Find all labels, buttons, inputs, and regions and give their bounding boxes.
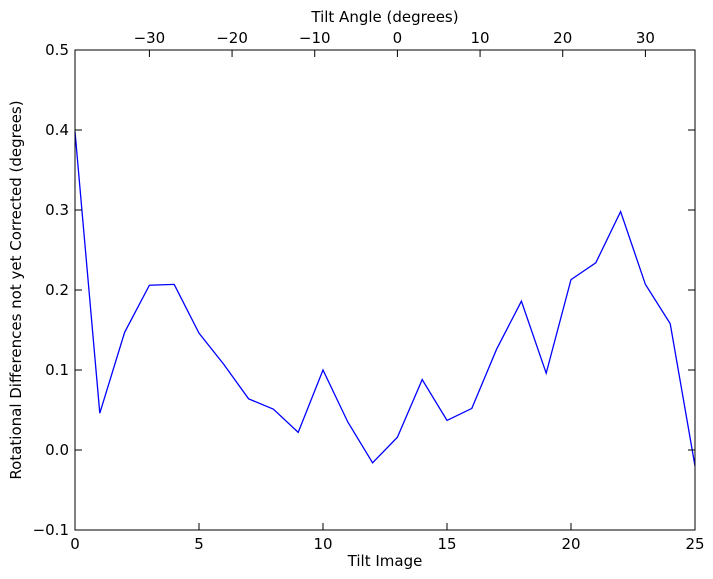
plot-frame bbox=[74, 49, 696, 531]
x-axis-title: Tilt Image bbox=[347, 552, 423, 570]
top-tick-label: −30 bbox=[134, 29, 166, 47]
top-tick-label: −20 bbox=[216, 29, 248, 47]
top-tick-label: 10 bbox=[471, 29, 490, 47]
y-tick-label: 0.1 bbox=[45, 361, 69, 379]
series-layer bbox=[74, 131, 696, 467]
x-tick-label: 15 bbox=[437, 535, 456, 553]
top-axis-title: Tilt Angle (degrees) bbox=[310, 8, 458, 26]
x-tick-label: 5 bbox=[194, 535, 204, 553]
x-tick-label: 25 bbox=[685, 535, 704, 553]
y-tick-label: 0.5 bbox=[45, 41, 69, 59]
y-tick-label: 0.2 bbox=[45, 281, 69, 299]
top-tick-label: 30 bbox=[636, 29, 655, 47]
y-tick-label: 0.4 bbox=[45, 121, 69, 139]
y-tick-label: 0.0 bbox=[45, 441, 69, 459]
y-tick-label: 0.3 bbox=[45, 201, 69, 219]
ticks-layer: 0 5 10 15 20 25 −30 −20 −10 0 10 20 30 −0.1 0.0 0.1 0.2 0… bbox=[33, 29, 705, 553]
top-tick-label: −10 bbox=[299, 29, 331, 47]
series-line bbox=[74, 131, 696, 467]
x-tick-label: 0 bbox=[70, 535, 80, 553]
x-tick-label: 10 bbox=[313, 535, 332, 553]
top-tick-label: 20 bbox=[553, 29, 572, 47]
x-tick-label: 20 bbox=[561, 535, 580, 553]
top-tick-label: 0 bbox=[393, 29, 403, 47]
y-tick-label: −0.1 bbox=[33, 521, 69, 539]
y-axis-title: Rotational Differences not yet Corrected… bbox=[7, 100, 25, 479]
